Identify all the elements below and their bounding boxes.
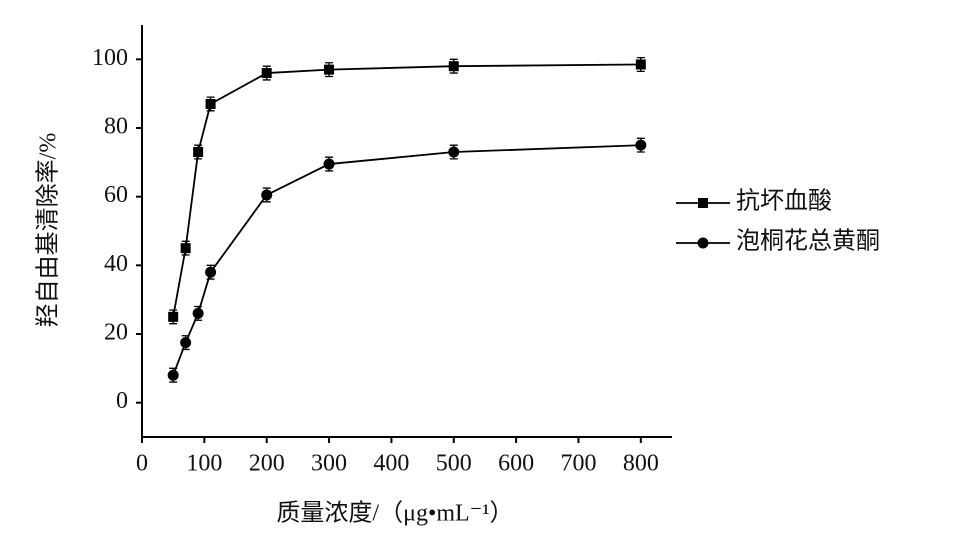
y-tick-label: 20 <box>104 320 128 346</box>
data-point <box>205 266 217 278</box>
data-point <box>635 59 646 70</box>
x-tick-label: 0 <box>136 451 148 477</box>
x-axis-label: 质量浓度/（μg•mL⁻¹） <box>276 500 513 527</box>
data-point <box>635 139 647 151</box>
legend-label: 抗坏血酸 <box>736 188 832 215</box>
x-tick-label: 800 <box>623 451 659 477</box>
data-point <box>180 337 192 349</box>
data-point <box>168 311 179 322</box>
data-point <box>205 98 216 109</box>
data-point <box>180 243 191 254</box>
data-point <box>448 61 459 72</box>
x-tick-label: 500 <box>436 451 472 477</box>
data-point <box>167 369 179 381</box>
data-point <box>193 147 204 158</box>
y-tick-label: 60 <box>104 182 128 208</box>
data-point <box>323 158 335 170</box>
legend-label: 泡桐花总黄酮 <box>736 228 880 255</box>
x-tick-label: 400 <box>373 451 409 477</box>
data-point <box>261 68 272 79</box>
legend-marker <box>697 237 709 249</box>
series-line <box>172 144 641 376</box>
y-tick-label: 80 <box>104 114 128 140</box>
x-tick-label: 600 <box>498 451 534 477</box>
data-point <box>324 64 335 75</box>
x-tick-label: 300 <box>311 451 347 477</box>
x-tick-label: 100 <box>186 451 222 477</box>
data-point <box>448 146 460 158</box>
x-tick-label: 200 <box>249 451 285 477</box>
legend-marker <box>698 198 708 208</box>
data-point <box>192 307 204 319</box>
y-tick-label: 0 <box>116 388 128 414</box>
y-tick-label: 40 <box>104 251 128 277</box>
y-tick-label: 100 <box>92 45 128 71</box>
y-axis-label: 羟自由基清除率/% <box>35 133 62 328</box>
series-line <box>172 63 641 317</box>
data-point <box>261 189 273 201</box>
x-tick-label: 700 <box>560 451 596 477</box>
